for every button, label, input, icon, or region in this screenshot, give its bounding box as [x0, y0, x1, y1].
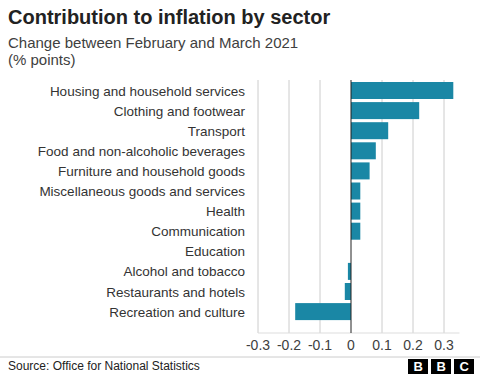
- tick-label: -0.3: [246, 337, 270, 353]
- tick-label: 0.1: [372, 337, 392, 353]
- category-label: Health: [206, 204, 245, 219]
- category-label: Food and non-alcoholic beverages: [38, 144, 245, 159]
- category-label: Clothing and footwear: [114, 104, 246, 119]
- subtitle: Change between February and March 2021: [8, 34, 298, 51]
- grid-line: [320, 80, 321, 333]
- subtitle: (% points): [8, 51, 76, 68]
- tick-label: 0.2: [403, 337, 423, 353]
- category-label: Housing and household services: [50, 84, 245, 99]
- chart: Contribution to inflation by sector Chang…: [0, 0, 480, 375]
- tick-label: 0.3: [434, 337, 454, 353]
- tick-label: -0.1: [308, 337, 332, 353]
- category-label: Alcohol and tobacco: [123, 264, 245, 279]
- tick-label: -0.2: [277, 337, 301, 353]
- zero-line: [351, 80, 352, 333]
- source: Source: Office for National Statistics: [8, 359, 200, 373]
- category-label: Communication: [151, 224, 245, 239]
- grid-line: [444, 80, 445, 333]
- category-label: Transport: [188, 124, 246, 139]
- bar: [345, 283, 351, 300]
- title: Contribution to inflation by sector: [8, 6, 330, 28]
- tick-label: 0: [347, 337, 355, 353]
- bars: [295, 82, 453, 320]
- category-label: Furniture and household goods: [58, 164, 245, 179]
- category-label: Restaurants and hotels: [106, 285, 245, 300]
- logo: BBC: [414, 359, 480, 374]
- x-axis-line: [258, 333, 460, 334]
- category-label: Education: [185, 244, 245, 259]
- bar: [351, 203, 360, 220]
- grid-line: [289, 80, 290, 333]
- category-label: Recreation and culture: [109, 305, 245, 320]
- bar: [351, 82, 453, 99]
- bar: [295, 303, 351, 320]
- bar: [351, 223, 360, 240]
- bar: [351, 122, 388, 139]
- footer-rule: [0, 357, 480, 358]
- grid-line: [258, 80, 259, 333]
- bar: [351, 142, 376, 159]
- bar: [351, 162, 370, 179]
- bar: [351, 102, 419, 119]
- bar: [351, 183, 360, 200]
- category-label: Miscellaneous goods and services: [39, 184, 245, 199]
